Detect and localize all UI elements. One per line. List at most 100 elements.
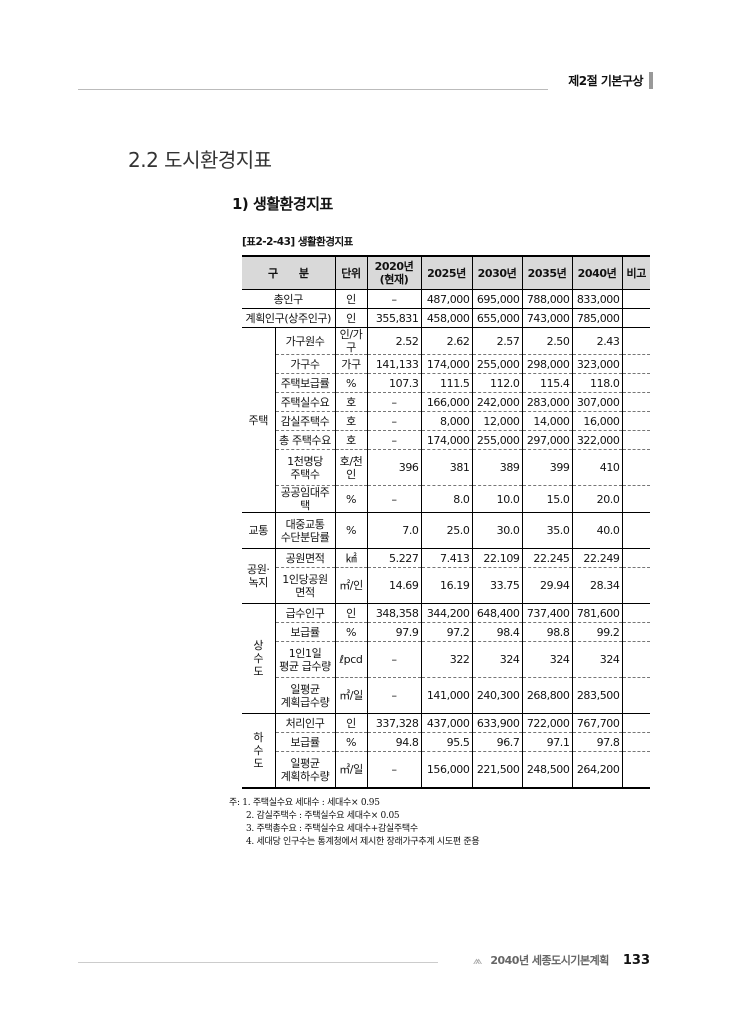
value-cell: 396 <box>366 449 422 486</box>
value-cell: – <box>366 641 422 678</box>
table-row: 1인1일 평균 급수량 ℓpcd –322 324 324 324 <box>242 641 651 678</box>
value-cell: 8.0 <box>420 485 473 513</box>
value-cell: 348,358 <box>366 603 422 623</box>
row-label: 가구수 <box>274 354 336 374</box>
value-cell: 166,000 <box>420 392 473 412</box>
value-cell: 174,000 <box>420 430 473 450</box>
unit-cell: % <box>334 732 368 752</box>
value-cell: 242,000 <box>471 392 523 412</box>
chapter-header: 제2절 기본구상 <box>568 72 653 89</box>
value-cell: 7.413 <box>420 548 473 568</box>
value-cell: 15.0 <box>521 485 573 513</box>
value-cell: 2.62 <box>420 327 473 355</box>
note-1: 주: 1. 주택실수요 세대수 : 세대수× 0.95 <box>229 798 380 808</box>
column-header: 2020년 (현재) <box>366 255 422 290</box>
row-label: 보급률 <box>274 622 336 642</box>
note-cell <box>621 567 651 604</box>
note-cell <box>621 622 651 642</box>
section-title: 2.2 도시환경지표 <box>128 148 272 172</box>
unit-cell: ㎢ <box>334 548 368 568</box>
value-cell: 97.2 <box>420 622 473 642</box>
table-header-row: 구 분 단위 2020년 (현재) 2025년 2030년 2035년 2040년 비고 <box>242 255 651 290</box>
note-2: 2. 감실주택수 : 주택실수요 세대수× 0.05 <box>246 811 400 821</box>
note-cell <box>621 392 651 412</box>
note-cell <box>621 430 651 450</box>
footer-title: 2040년 세종도시기본계획 <box>490 954 609 967</box>
value-cell: 2.57 <box>471 327 523 355</box>
value-cell: 737,400 <box>521 603 573 623</box>
value-cell: 156,000 <box>420 751 473 789</box>
note-cell <box>621 713 651 733</box>
table-row: 감실주택수 호 –8,000 12,000 14,000 16,000 <box>242 411 651 431</box>
table-row: 교통 대중교통 수단분담률% 7.0 25.0 30.0 35.0 40.0 <box>242 512 651 549</box>
value-cell: 2.50 <box>521 327 573 355</box>
group-label: 공원· 녹지 <box>242 548 276 604</box>
table-row: 공원· 녹지 공원면적 ㎢ 5.227 7.413 22.109 22.245 22.249 <box>242 548 651 604</box>
value-cell: 240,300 <box>471 677 523 714</box>
value-cell: 2.43 <box>571 327 623 355</box>
value-cell: 785,000 <box>571 308 623 328</box>
table-row: 총인구 인 –487,000 695,000 788,000 833,000 <box>242 289 651 309</box>
note-3: 3. 주택총수요 : 주택실수요 세대수+감실주택수 <box>246 824 418 834</box>
value-cell: 487,000 <box>420 289 473 309</box>
value-cell: 97.9 <box>366 622 422 642</box>
row-label: 1인1일 평균 급수량 <box>274 641 336 678</box>
value-cell: 355,831 <box>366 308 422 328</box>
value-cell: 8,000 <box>420 411 473 431</box>
value-cell: 40.0 <box>571 512 623 549</box>
value-cell: 324 <box>471 641 523 678</box>
unit-cell: % <box>334 485 368 513</box>
value-cell: 833,000 <box>571 289 623 309</box>
value-cell: 174,000 <box>420 354 473 374</box>
row-label: 급수인구 <box>274 603 336 623</box>
value-cell: 98.8 <box>521 622 573 642</box>
value-cell: 264,200 <box>571 751 623 789</box>
note-cell <box>621 308 651 328</box>
chapter-bar <box>649 72 653 89</box>
value-cell: 16.19 <box>420 567 473 604</box>
column-header: 2035년 <box>521 255 573 290</box>
row-label: 가구원수 <box>274 327 336 355</box>
value-cell: 255,000 <box>471 354 523 374</box>
table-row: 공공임대주택% –8.0 10.0 15.0 20.0 <box>242 485 651 513</box>
value-cell: 29.94 <box>521 567 573 604</box>
note-cell <box>621 373 651 393</box>
note-cell <box>621 641 651 678</box>
unit-cell: ㎥/일 <box>334 751 368 789</box>
value-cell: 22.245 <box>521 548 573 568</box>
value-cell: 35.0 <box>521 512 573 549</box>
value-cell: 33.75 <box>471 567 523 604</box>
value-cell: 28.34 <box>571 567 623 604</box>
column-header: 단위 <box>334 255 368 290</box>
row-label: 1인당공원 면적 <box>274 567 336 604</box>
unit-cell: ㎥/일 <box>334 677 368 714</box>
value-cell: 115.4 <box>521 373 573 393</box>
value-cell: 5.227 <box>366 548 422 568</box>
value-cell: 96.7 <box>471 732 523 752</box>
unit-cell: 호/천인 <box>334 449 368 486</box>
row-label: 감실주택수 <box>274 411 336 431</box>
unit-cell: 가구 <box>334 354 368 374</box>
value-cell: 399 <box>521 449 573 486</box>
note-cell <box>621 289 651 309</box>
note-cell <box>621 512 651 549</box>
value-cell: 95.5 <box>420 732 473 752</box>
value-cell: 10.0 <box>471 485 523 513</box>
value-cell: 655,000 <box>471 308 523 328</box>
unit-cell: % <box>334 373 368 393</box>
unit-cell: 인/가구 <box>334 327 368 355</box>
note-cell <box>621 411 651 431</box>
row-label: 보급률 <box>274 732 336 752</box>
value-cell: 322,000 <box>571 430 623 450</box>
value-cell: 268,800 <box>521 677 573 714</box>
value-cell: 118.0 <box>571 373 623 393</box>
value-cell: 781,600 <box>571 603 623 623</box>
unit-cell: 인 <box>334 713 368 733</box>
row-label: 처리인구 <box>274 713 336 733</box>
page-number: 133 <box>622 952 650 968</box>
value-cell: 14,000 <box>521 411 573 431</box>
unit-cell: 호 <box>334 411 368 431</box>
table-row: 하 수 도 처리인구 인 337,328 437,000 633,900 722,000 767,… <box>242 713 651 789</box>
column-header: 2025년 <box>420 255 473 290</box>
